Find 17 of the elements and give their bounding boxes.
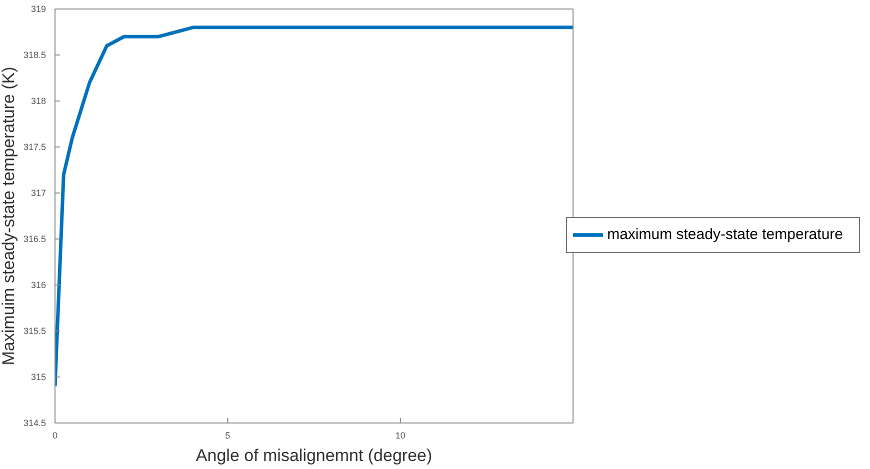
y-tick-label: 315 (30, 372, 46, 382)
legend-label: maximum steady-state temperature (607, 225, 843, 242)
x-tick-label: 0 (52, 430, 58, 440)
x-tick-label: 10 (395, 430, 406, 440)
y-tick-label: 317 (30, 188, 46, 198)
y-tick-label: 317.5 (23, 142, 46, 152)
x-tick-label: 5 (225, 430, 230, 440)
y-tick-label: 319 (30, 4, 46, 14)
y-tick-label: 316 (30, 280, 46, 290)
y-tick-label: 315.5 (23, 326, 46, 336)
y-tick-label: 314.5 (23, 418, 46, 428)
y-axis-title: Maximuim steady-state temperature (K) (0, 66, 18, 366)
y-tick-label: 316.5 (23, 234, 46, 244)
y-tick-label: 318 (30, 96, 46, 106)
line-series (55, 26, 574, 388)
y-tick-label: 318.5 (23, 50, 46, 60)
x-axis-title: Angle of misalignemnt (degree) (196, 446, 432, 465)
